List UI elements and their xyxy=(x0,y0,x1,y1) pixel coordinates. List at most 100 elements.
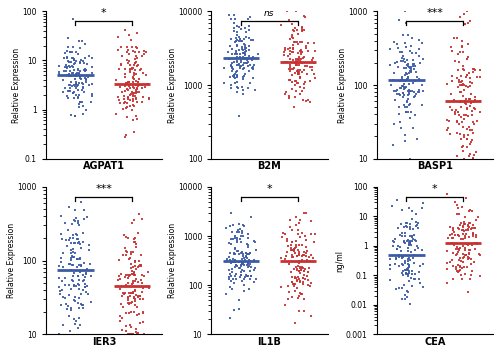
Point xyxy=(88,55,96,61)
Point xyxy=(76,301,84,307)
Point xyxy=(129,331,137,337)
Point xyxy=(244,286,252,292)
Point xyxy=(464,84,471,90)
Point xyxy=(230,66,237,72)
Point xyxy=(228,267,236,272)
Point xyxy=(240,62,248,68)
Point xyxy=(114,277,122,282)
Point xyxy=(294,231,302,236)
Point xyxy=(290,320,298,326)
Point xyxy=(120,96,128,102)
Point xyxy=(403,58,411,63)
Point xyxy=(122,86,130,92)
Point xyxy=(227,236,235,242)
Point xyxy=(397,221,405,227)
Point xyxy=(466,18,473,23)
Point xyxy=(66,85,74,91)
Point xyxy=(412,238,420,244)
Point xyxy=(298,258,306,264)
Point xyxy=(284,243,292,249)
Point xyxy=(412,212,420,217)
Point xyxy=(252,276,260,282)
Point xyxy=(142,49,150,55)
Point xyxy=(132,63,140,68)
Point xyxy=(290,249,298,254)
Point xyxy=(230,236,237,241)
Point xyxy=(286,46,294,51)
Point xyxy=(409,57,417,63)
Point xyxy=(402,270,409,276)
Point xyxy=(418,102,426,108)
Point xyxy=(54,63,62,69)
Point xyxy=(139,309,147,315)
Point xyxy=(470,121,478,127)
Point xyxy=(244,85,252,91)
Point xyxy=(290,255,298,260)
Point xyxy=(449,225,457,230)
Point xyxy=(476,98,484,103)
Point xyxy=(296,234,304,240)
Point xyxy=(448,257,456,263)
Point xyxy=(420,88,428,93)
Point xyxy=(448,235,456,241)
Point xyxy=(230,25,238,30)
Point xyxy=(120,93,128,99)
Point xyxy=(443,266,451,272)
Point xyxy=(398,50,406,55)
Point xyxy=(130,272,138,277)
Point xyxy=(234,259,242,265)
Point xyxy=(241,42,249,47)
Point xyxy=(461,22,469,27)
Point xyxy=(64,88,72,94)
Point xyxy=(473,74,481,79)
Point xyxy=(410,61,418,67)
Point xyxy=(458,223,466,228)
Point xyxy=(298,27,306,33)
Point xyxy=(254,51,262,57)
Point xyxy=(245,263,253,269)
Point xyxy=(126,98,134,103)
Point xyxy=(68,59,76,64)
Point xyxy=(124,280,132,286)
Point xyxy=(243,57,251,63)
Point xyxy=(224,49,232,55)
Point xyxy=(141,84,149,90)
Point xyxy=(131,287,139,292)
Point xyxy=(227,82,235,88)
Point xyxy=(229,256,237,262)
Point xyxy=(300,13,308,18)
Point xyxy=(85,53,93,59)
Point xyxy=(84,283,92,289)
Point xyxy=(401,260,409,266)
Point xyxy=(306,64,314,70)
Point xyxy=(282,253,290,259)
Point xyxy=(471,67,479,73)
X-axis label: IL1B: IL1B xyxy=(258,337,281,347)
Point xyxy=(400,84,408,90)
Point xyxy=(86,261,94,267)
Point xyxy=(277,256,285,261)
Point xyxy=(243,273,251,279)
Point xyxy=(250,67,258,72)
Point xyxy=(234,228,242,233)
Point xyxy=(454,205,462,211)
Point xyxy=(294,295,302,301)
Point xyxy=(394,246,402,252)
Point xyxy=(402,288,410,293)
Point xyxy=(294,248,302,253)
Point xyxy=(456,226,464,232)
Point xyxy=(76,75,84,80)
Point xyxy=(453,211,461,217)
Point xyxy=(442,192,450,197)
Point xyxy=(286,77,294,82)
Point xyxy=(310,61,318,66)
Point xyxy=(452,109,460,115)
Point xyxy=(288,79,296,85)
Point xyxy=(112,111,120,116)
Point xyxy=(459,67,467,72)
Point xyxy=(303,63,311,69)
Point xyxy=(296,217,304,223)
Point xyxy=(64,35,72,41)
Point xyxy=(126,322,134,328)
Point xyxy=(277,22,285,28)
